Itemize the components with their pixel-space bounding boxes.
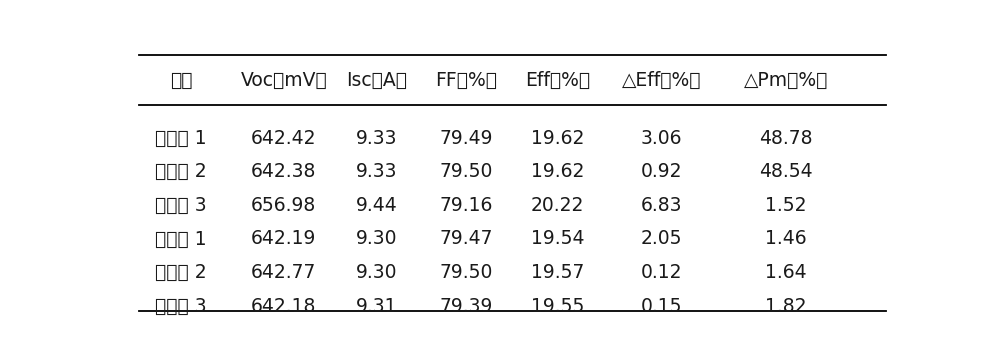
Text: 79.49: 79.49 [439,129,493,147]
Text: 48.78: 48.78 [759,129,813,147]
Text: 9.31: 9.31 [356,297,398,316]
Text: 1.52: 1.52 [765,196,807,215]
Text: 9.44: 9.44 [356,196,398,215]
Text: 对比例 2: 对比例 2 [155,162,207,181]
Text: 9.33: 9.33 [356,162,398,181]
Text: △Eff（%）: △Eff（%） [622,71,701,90]
Text: 9.30: 9.30 [356,263,398,282]
Text: 19.62: 19.62 [531,129,584,147]
Text: 6.83: 6.83 [641,196,682,215]
Text: 20.22: 20.22 [531,196,584,215]
Text: 19.55: 19.55 [531,297,584,316]
Text: 1.64: 1.64 [765,263,807,282]
Text: 48.54: 48.54 [759,162,813,181]
Text: 0.92: 0.92 [641,162,682,181]
Text: Eff（%）: Eff（%） [525,71,590,90]
Text: 0.15: 0.15 [641,297,682,316]
Text: △Pm（%）: △Pm（%） [744,71,828,90]
Text: 642.77: 642.77 [251,263,317,282]
Text: 对比例 1: 对比例 1 [155,129,207,147]
Text: 0.12: 0.12 [641,263,682,282]
Text: 实施例 3: 实施例 3 [155,297,207,316]
Text: 2.05: 2.05 [641,229,682,248]
Text: 79.50: 79.50 [439,263,493,282]
Text: 19.57: 19.57 [531,263,584,282]
Text: 642.19: 642.19 [251,229,317,248]
Text: 3.06: 3.06 [641,129,682,147]
Text: FF（%）: FF（%） [435,71,497,90]
Text: Isc（A）: Isc（A） [346,71,407,90]
Text: 642.38: 642.38 [251,162,317,181]
Text: 79.47: 79.47 [439,229,493,248]
Text: 1.46: 1.46 [765,229,807,248]
Text: 79.16: 79.16 [439,196,493,215]
Text: 19.54: 19.54 [531,229,584,248]
Text: 656.98: 656.98 [251,196,316,215]
Text: 79.50: 79.50 [439,162,493,181]
Text: 642.42: 642.42 [251,129,317,147]
Text: 实施例 1: 实施例 1 [155,229,207,248]
Text: Voc（mV）: Voc（mV） [240,71,327,90]
Text: 工艺: 工艺 [170,71,192,90]
Text: 9.33: 9.33 [356,129,398,147]
Text: 1.82: 1.82 [765,297,807,316]
Text: 79.39: 79.39 [439,297,493,316]
Text: 19.62: 19.62 [531,162,584,181]
Text: 9.30: 9.30 [356,229,398,248]
Text: 实施例 2: 实施例 2 [155,263,207,282]
Text: 642.18: 642.18 [251,297,317,316]
Text: 对比例 3: 对比例 3 [155,196,207,215]
